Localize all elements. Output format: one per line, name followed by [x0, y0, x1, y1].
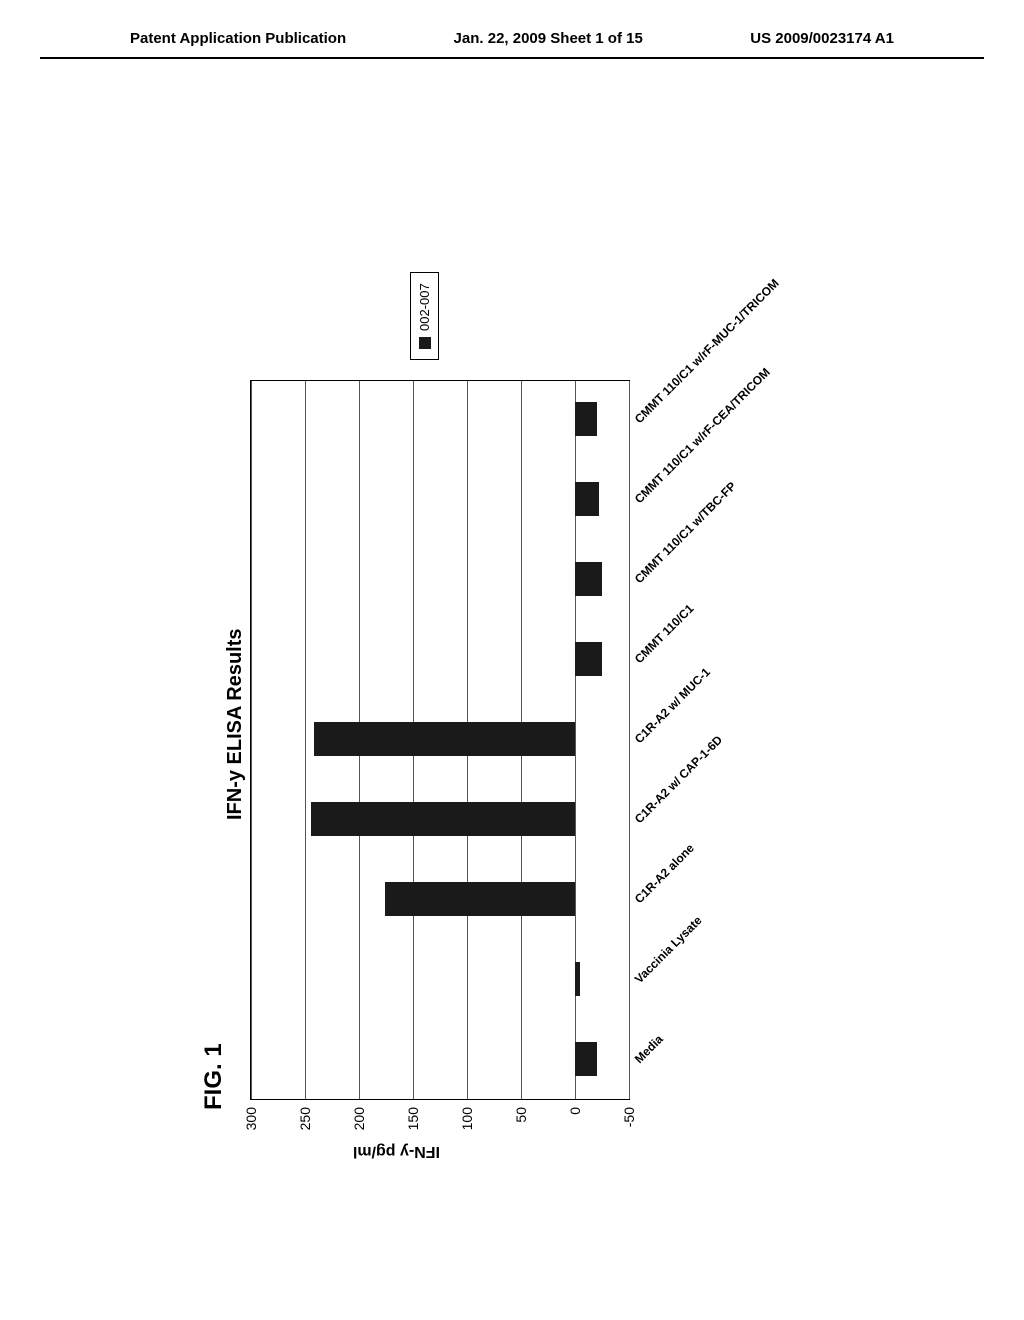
bar-media [575, 1042, 597, 1076]
legend-swatch-icon [419, 337, 431, 349]
gridline: 300 [251, 381, 252, 1099]
chart-title: IFN-y ELISA Results [224, 628, 247, 820]
y-tick: 200 [351, 1107, 367, 1130]
x-tick: Media [632, 1032, 666, 1066]
plot-area: 300 250 200 150 100 50 0 -50 [250, 380, 630, 1100]
bar-c1ra2-muc1 [314, 722, 575, 756]
y-tick: 50 [513, 1107, 529, 1123]
x-tick: CMMT 110/C1 w/rF-MUC-1/TRICOM [632, 276, 782, 426]
y-tick: 150 [405, 1107, 421, 1130]
bar-c1ra2-cap16d [311, 802, 575, 836]
header-left: Patent Application Publication [130, 30, 346, 47]
y-tick: 0 [567, 1107, 583, 1115]
y-axis-label: IFN-y pg/ml [353, 1142, 440, 1160]
legend-label: 002-007 [417, 283, 432, 331]
bar-c1ra2-alone [385, 882, 575, 916]
gridline: -50 [629, 381, 630, 1099]
y-tick: -50 [621, 1107, 637, 1127]
bar-vaccinia [575, 962, 580, 996]
bar-cmmt-tbcfp [575, 562, 602, 596]
y-tick: 100 [459, 1107, 475, 1130]
x-tick: C1R-A2 alone [632, 841, 697, 906]
patent-header: Patent Application Publication Jan. 22, … [40, 0, 984, 59]
y-tick: 300 [243, 1107, 259, 1130]
x-tick: Vaccinia Lysate [632, 913, 705, 986]
header-center: Jan. 22, 2009 Sheet 1 of 15 [454, 30, 643, 47]
gridline: 250 [305, 381, 306, 1099]
figure-label: FIG. 1 [200, 1043, 228, 1110]
figure-1: FIG. 1 IFN-y ELISA Results IFN-y pg/ml 3… [120, 130, 900, 1230]
x-tick: C1R-A2 w/ CAP-1-6D [632, 733, 725, 826]
legend: 002-007 [410, 272, 439, 360]
bar-cmmt-muc1 [575, 402, 597, 436]
header-right: US 2009/0023174 A1 [750, 30, 894, 47]
x-tick: CMMT 110/C1 w/rF-CEA/TRICOM [632, 365, 773, 506]
y-tick: 250 [297, 1107, 313, 1130]
chart-wrapper: FIG. 1 IFN-y ELISA Results IFN-y pg/ml 3… [210, 210, 810, 1190]
bar-cmmt [575, 642, 602, 676]
x-tick: CMMT 110/C1 [632, 601, 697, 666]
x-tick: C1R-A2 w/ MUC-1 [632, 665, 713, 746]
bar-cmmt-cea [575, 482, 599, 516]
